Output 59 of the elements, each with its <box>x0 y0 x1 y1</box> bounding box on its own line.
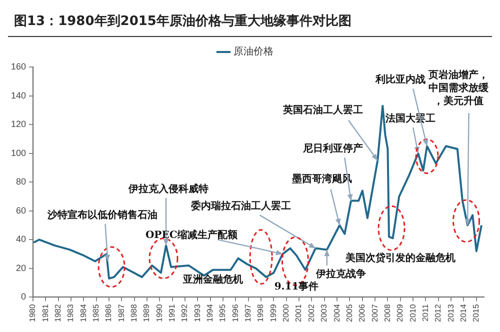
x-tick-label: 2011 <box>420 304 430 322</box>
x-tick-label: 1994 <box>206 304 215 322</box>
y-tick-label: 60 <box>16 205 26 216</box>
x-tick-label: 2015 <box>472 304 481 322</box>
x-tick-label: 1993 <box>192 304 202 322</box>
x-tick-label: 1982 <box>54 304 63 322</box>
x-tick-label: 1995 <box>218 304 228 322</box>
x-tick-label: 2001 <box>294 304 304 322</box>
x-tick-label: 1989 <box>142 304 152 322</box>
x-tick-label: 2006 <box>358 304 367 322</box>
x-tick-label: 2005 <box>344 304 354 322</box>
x-tick-label: 1984 <box>78 304 88 322</box>
x-tick-label: 2009 <box>396 304 405 322</box>
y-tick-label: 120 <box>10 119 26 130</box>
x-tick-label: 2002 <box>306 304 316 322</box>
chart-title: 图13：1980年到2015年原油价格与重大地缘事件对比图 <box>8 8 492 37</box>
y-tick-label: 0 <box>21 292 26 302</box>
annotation: 亚洲金融危机 <box>182 274 243 286</box>
annotation: OPEC缩减生产配额 <box>145 228 238 241</box>
x-tick-label: 2000 <box>282 304 291 322</box>
y-tick-label: 80 <box>16 176 26 187</box>
annotation: 伊拉克入侵科威特 <box>128 182 209 195</box>
x-tick-label: 2004 <box>332 304 342 322</box>
annotation: 页岩油增产，中国需求放缓，美元升值 <box>428 69 490 108</box>
x-tick-label: 1997 <box>244 304 253 322</box>
annotation: 9.11事件 <box>274 280 319 293</box>
x-tick-label: 1980 <box>28 304 38 322</box>
y-tick-label: 100 <box>10 148 26 158</box>
annotation: 英国石油工人罢工 <box>282 104 364 116</box>
annotation: 尼日利亚停产 <box>302 142 364 155</box>
legend-label: 原油价格 <box>234 46 274 58</box>
x-tick-label: 1992 <box>180 304 190 322</box>
x-tick-label: 1981 <box>40 304 50 322</box>
x-tick-label: 1990 <box>154 304 164 322</box>
x-tick-label: 2008 <box>382 304 392 322</box>
y-tick-label: 160 <box>10 61 26 72</box>
x-tick-label: 1986 <box>104 304 114 322</box>
annotation: 伊拉克战争 <box>314 268 366 280</box>
annotation: 委内瑞拉石油工人罢工 <box>190 200 291 212</box>
x-tick-label: 2014 <box>458 304 468 322</box>
annotation: 沙特宣布以低价销售石油 <box>46 208 158 221</box>
y-tick-label: 140 <box>10 90 26 100</box>
x-tick-label: 1996 <box>230 304 240 322</box>
x-tick-label: 1983 <box>66 304 76 322</box>
x-tick-label: 1998 <box>256 304 266 322</box>
x-tick-label: 1987 <box>116 304 126 322</box>
x-tick-label: 2010 <box>408 304 418 322</box>
x-tick-label: 2007 <box>370 304 380 322</box>
x-tick-label: 2003 <box>320 304 329 322</box>
x-tick-label: 1985 <box>92 304 101 322</box>
annotation: 美国次贷引发的金融危机 <box>344 252 456 264</box>
x-tick-label: 1999 <box>268 304 278 322</box>
y-tick-label: 40 <box>16 234 26 244</box>
x-tick-label: 1991 <box>168 304 177 322</box>
y-tick-label: 20 <box>16 262 26 273</box>
annotation: 利比亚内战 <box>374 74 426 86</box>
x-tick-label: 1988 <box>130 304 139 322</box>
x-tick-label: 2013 <box>446 304 456 322</box>
x-tick-label: 2012 <box>434 304 443 322</box>
